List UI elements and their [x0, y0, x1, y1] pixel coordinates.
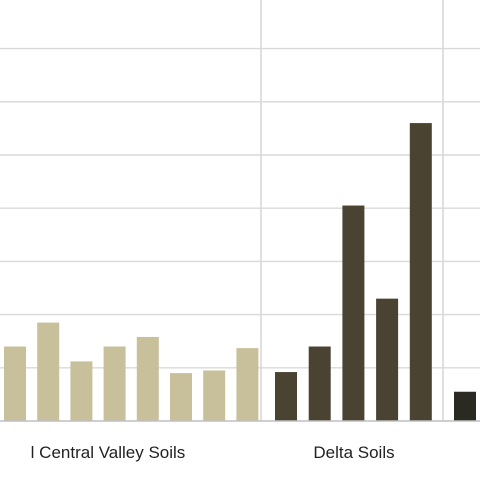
bar [70, 361, 93, 421]
bar [342, 205, 365, 421]
group-label: l Central Valley Soils [31, 443, 186, 462]
bar [409, 123, 432, 421]
bar [103, 346, 126, 421]
group-dividers [260, 0, 444, 421]
bar [454, 391, 476, 421]
bar [37, 322, 60, 421]
group-label: Delta Soils [313, 443, 394, 462]
bar [170, 373, 192, 421]
bar [236, 348, 259, 421]
bars [4, 123, 476, 421]
bar [275, 372, 297, 421]
bar [308, 346, 331, 421]
group-labels: l Central Valley Soils Delta Soils [31, 443, 395, 462]
gridlines [0, 47, 480, 369]
bar [136, 336, 159, 421]
bar [4, 346, 26, 421]
bar [203, 370, 226, 421]
bar [376, 298, 399, 421]
